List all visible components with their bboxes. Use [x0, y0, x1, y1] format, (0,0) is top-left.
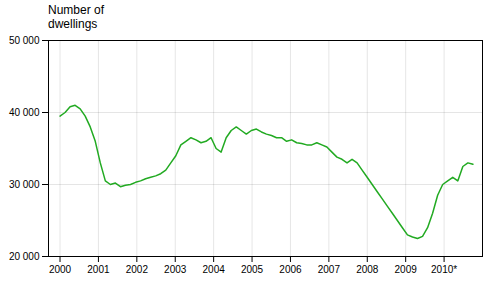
svg-text:2010*: 2010*	[431, 264, 457, 275]
svg-text:2003: 2003	[164, 264, 187, 275]
html-text:Number of dwellings: Number of dwellings	[48, 3, 104, 32]
svg-text:2009: 2009	[395, 264, 418, 275]
svg-text:2008: 2008	[356, 264, 379, 275]
svg-text:40 000: 40 000	[9, 107, 40, 118]
svg-text:2006: 2006	[279, 264, 302, 275]
svg-text:30 000: 30 000	[9, 179, 40, 190]
svg-text:2000: 2000	[49, 264, 72, 275]
svg-text:50 000: 50 000	[9, 35, 40, 46]
svg-text:2002: 2002	[126, 264, 149, 275]
svg-text:20 000: 20 000	[9, 251, 40, 262]
svg-text:2007: 2007	[318, 264, 341, 275]
svg-text:2001: 2001	[87, 264, 110, 275]
svg-text:2005: 2005	[241, 264, 264, 275]
svg-text:2004: 2004	[203, 264, 226, 275]
